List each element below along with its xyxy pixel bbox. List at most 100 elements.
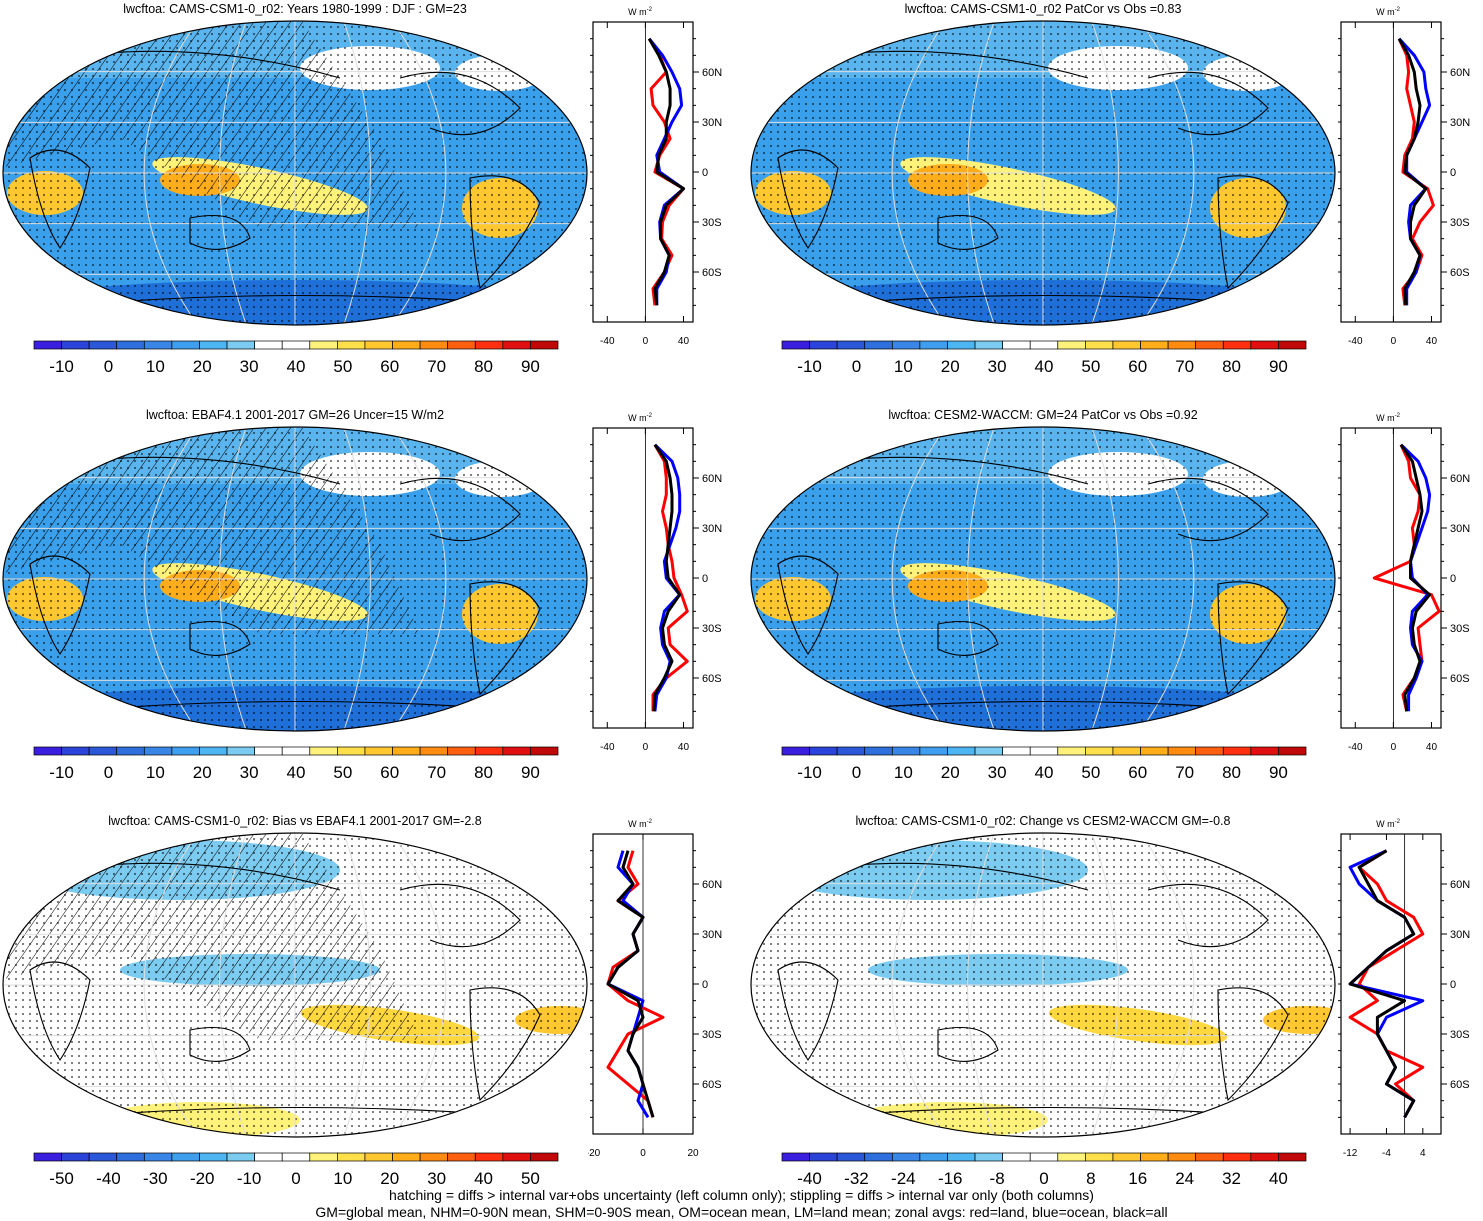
- colorbar-swatch: [143, 340, 173, 350]
- colorbar-swatch: [836, 746, 866, 756]
- zonal-series-all: [606, 850, 655, 1118]
- panel-ebaf-obs: lwcftoa: EBAF4.1 2001-2017 GM=26 Uncer=1…: [0, 406, 740, 812]
- panel-title: lwcftoa: CESM2-WACCM: GM=24 PatCor vs Ob…: [888, 408, 1198, 422]
- colorbar-swatch: [474, 746, 504, 756]
- lat-label: 0: [702, 979, 708, 991]
- graticule: [3, 21, 587, 325]
- colorbar-label: 80: [1222, 763, 1241, 782]
- x-tick-label: -12: [1343, 1148, 1358, 1159]
- map-plot: [750, 20, 1336, 326]
- colorbar-label: 70: [1175, 763, 1194, 782]
- colorbar-swatch: [891, 340, 921, 350]
- zonal-mean-plot: W m-2 60N 30N 0 30S 60S -40 0 40: [1338, 413, 1470, 753]
- south-america-coastline: [1217, 987, 1289, 1102]
- lat-label: 60S: [702, 1079, 722, 1091]
- map-plot: [2, 426, 588, 732]
- colorbar-label: 60: [1128, 357, 1147, 376]
- colorbar-label: 40: [474, 1169, 493, 1188]
- colorbar-label: 50: [333, 357, 352, 376]
- lat-label: 0: [1450, 979, 1456, 991]
- colorbar-label: 10: [146, 763, 165, 782]
- colorbar-swatch: [171, 1152, 200, 1162]
- colorbar-swatch: [337, 746, 366, 756]
- colorbar-swatch: [1002, 746, 1031, 756]
- colorbar-swatch: [864, 340, 893, 350]
- colorbar-swatch: [1167, 1152, 1197, 1162]
- map-plot: [750, 832, 1336, 1138]
- colorbar-swatch: [254, 1152, 283, 1162]
- zonal-unit-label: W m-2: [1376, 413, 1400, 423]
- map-border: [750, 20, 1336, 326]
- lat-label: 30S: [1450, 1029, 1470, 1041]
- colorbar-swatch: [226, 746, 255, 756]
- colorbar-swatch: [1167, 340, 1197, 350]
- panel-patcor-cams: lwcftoa: CAMS-CSM1-0_r02 PatCor vs Obs =…: [748, 0, 1483, 406]
- colorbar-label: 50: [1081, 357, 1100, 376]
- colorbar-swatch: [974, 340, 1003, 350]
- colorbar-swatch: [1057, 1152, 1086, 1162]
- colorbar-swatch: [419, 1152, 449, 1162]
- colorbar-label: 20: [193, 763, 212, 782]
- colorbar-swatch: [1195, 340, 1224, 350]
- colorbar-label: -8: [990, 1169, 1005, 1188]
- colorbar-label: 20: [941, 357, 960, 376]
- colorbar-swatch: [1250, 340, 1279, 350]
- lat-label: 60N: [1450, 67, 1470, 79]
- colorbar-swatch: [226, 340, 255, 350]
- colorbar-swatch: [530, 1152, 559, 1162]
- colorbar-label: 70: [1175, 357, 1194, 376]
- colorbar-swatch: [474, 1152, 504, 1162]
- graticule: [3, 427, 587, 731]
- colorbar-label: 70: [427, 357, 446, 376]
- zonal-series-land: [1372, 444, 1441, 712]
- colorbar-swatch: [337, 1152, 366, 1162]
- colorbar-label: 80: [1222, 357, 1241, 376]
- colorbar-label: -40: [797, 1169, 822, 1188]
- colorbar: -40 -32 -24 -16 -8 0 8 16 24 32 40: [781, 1152, 1307, 1188]
- colorbar-swatch: [254, 746, 283, 756]
- colorbar-swatch: [61, 746, 90, 756]
- lat-label: 60N: [702, 879, 722, 891]
- colorbar-swatch: [530, 340, 559, 350]
- colorbar-swatch: [947, 746, 976, 756]
- colorbar-swatch: [1029, 340, 1059, 350]
- colorbar: -10 0 10 20 30 40 50 60 70 80 90: [33, 340, 559, 376]
- colorbar-swatch: [199, 340, 228, 350]
- graticule: [751, 21, 1335, 325]
- colorbar-swatch: [836, 340, 866, 350]
- colorbar-swatch: [309, 1152, 338, 1162]
- panel-title: lwcftoa: CAMS-CSM1-0_r02: Change vs CESM…: [855, 814, 1231, 828]
- zonal-series-land: [1348, 849, 1425, 1119]
- lat-label: 30S: [702, 623, 722, 635]
- colorbar-label: 90: [521, 763, 540, 782]
- colorbar-label: 0: [291, 1169, 300, 1188]
- africa-coastline: [29, 555, 91, 655]
- map-plot: [2, 832, 588, 1138]
- lat-label: 30S: [1450, 623, 1470, 635]
- colorbar-swatch: [974, 1152, 1003, 1162]
- colorbar-label: 32: [1222, 1169, 1241, 1188]
- footer-caption-line1: hatching = diffs > internal var+obs unce…: [389, 1187, 1094, 1203]
- africa-coastline: [777, 149, 839, 249]
- south-america-coastline: [469, 581, 541, 696]
- africa-coastline: [29, 149, 91, 249]
- colorbar-label: 8: [1086, 1169, 1095, 1188]
- x-tick-label: 40: [1426, 742, 1438, 753]
- colorbar-swatch: [891, 746, 921, 756]
- graticule: [751, 833, 1335, 1137]
- colorbar-swatch: [974, 746, 1003, 756]
- colorbar-swatch: [33, 340, 62, 350]
- colorbar-swatch: [1278, 1152, 1307, 1162]
- colorbar-label: 50: [333, 763, 352, 782]
- x-tick-label: 0: [640, 1148, 646, 1159]
- colorbar-label: 40: [1035, 763, 1054, 782]
- colorbar-swatch: [1112, 1152, 1141, 1162]
- colorbar-label: 50: [521, 1169, 540, 1188]
- colorbar-label: 10: [894, 763, 913, 782]
- zonal-unit-label: W m-2: [1376, 819, 1400, 829]
- colorbar-swatch: [919, 1152, 948, 1162]
- lat-label: 30N: [1450, 523, 1470, 535]
- colorbar-swatch: [1002, 1152, 1031, 1162]
- colorbar-label: -40: [96, 1169, 121, 1188]
- panel-title: lwcftoa: CAMS-CSM1-0_r02 PatCor vs Obs =…: [904, 2, 1182, 16]
